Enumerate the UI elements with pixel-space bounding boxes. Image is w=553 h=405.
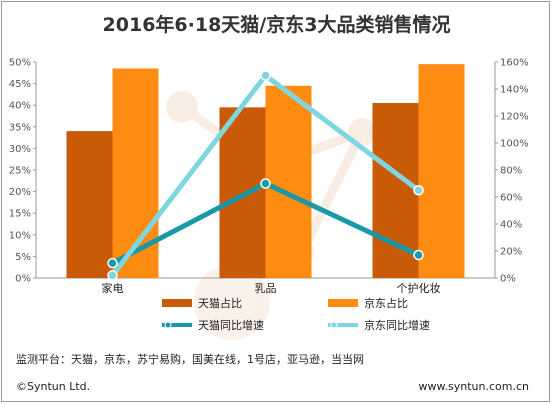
y-axis-right: 0% 20% 40% 60% 80% 100% 120% 140% 160% [494,58,529,285]
y-right-tick-label: 40% [500,220,522,231]
y-left-tick-label: 30% [9,144,31,155]
bar-tmall-0 [66,131,113,278]
y-right-tick-label: 80% [500,166,522,177]
bar-jd-2 [418,64,465,278]
line-series-group [107,70,424,281]
y-left-tick-label: 25% [9,166,31,177]
legend-label-2: 天猫同比增速 [198,318,264,332]
y-right-tick-label: 100% [500,139,529,150]
website-link: www.syntun.com.cn [418,380,529,393]
y-right-tick-label: 20% [500,247,522,258]
y-left-tick-label: 45% [9,79,31,90]
source-note: 监测平台：天猫，京东，苏宁易购，国美在线，1号店，亚马逊，当当网 [16,353,364,366]
y-right-tick-label: 160% [500,58,529,69]
legend-swatch-1 [328,299,358,307]
point-jd-growth-2 [413,185,424,196]
point-jd-growth-0 [107,270,118,281]
y-left-tick-label: 35% [9,122,31,133]
y-right-tick-label: 140% [500,85,529,96]
chart-title: 2016年6·18天猫/京东3大品类销售情况 [102,14,451,36]
legend-marker-3 [330,321,338,329]
point-jd-growth-1 [260,70,271,81]
y-left-tick-label: 50% [9,58,31,69]
y-left-tick-label: 5% [15,252,31,263]
point-tmall-growth-0 [107,257,118,269]
y-left-tick-label: 15% [9,209,31,220]
chart-canvas: 0% 5% 10% 15% 20% 25% 30% 35% 40% 45% 50% 0% 20% 40%… [9,58,529,340]
y-left-tick-label: 0% [15,274,31,285]
legend-label-0: 天猫占比 [198,296,242,310]
y-left-tick-label: 20% [9,187,31,198]
y-left-tick-label: 40% [9,101,31,112]
x-category-label: 个护化妆 [397,281,441,295]
point-tmall-growth-1 [260,178,271,189]
x-category-label: 乳品 [255,282,277,295]
legend-label-1: 京东占比 [364,296,408,310]
y-left-tick-label: 10% [9,230,31,241]
legend-swatch-0 [162,299,192,307]
legend-label-3: 京东同比增速 [364,318,430,332]
y-right-tick-label: 120% [500,112,529,123]
x-axis-categories: 家电 乳品 个护化妆 [102,281,441,295]
y-right-tick-label: 0% [500,274,516,285]
x-category-label: 家电 [102,281,124,295]
y-right-tick-label: 60% [500,193,522,204]
copyright-text: ©Syntun Ltd. [16,380,91,393]
bar-jd-1 [265,85,312,278]
point-tmall-growth-2 [413,249,424,261]
legend-marker-2 [164,321,172,329]
